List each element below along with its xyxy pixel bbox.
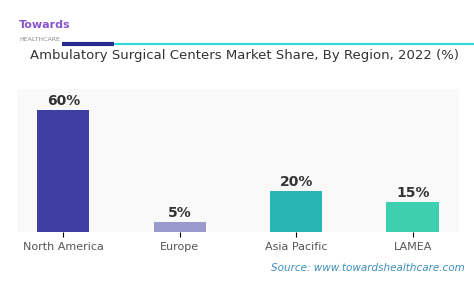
Bar (37, 110, 90, 232)
Bar (386, 201, 439, 232)
Text: 15%: 15% (396, 185, 429, 200)
Bar (154, 222, 206, 232)
Text: Towards: Towards (19, 20, 71, 30)
Bar (270, 191, 322, 232)
Text: 5%: 5% (168, 206, 191, 220)
Text: 60%: 60% (46, 94, 80, 108)
Text: HEALTHCARE: HEALTHCARE (19, 37, 60, 42)
Text: Ambulatory Surgical Centers Market Share, By Region, 2022 (%): Ambulatory Surgical Centers Market Share… (30, 49, 459, 62)
Text: 20%: 20% (280, 175, 313, 189)
Text: Source: www.towardshealthcare.com: Source: www.towardshealthcare.com (271, 262, 465, 273)
